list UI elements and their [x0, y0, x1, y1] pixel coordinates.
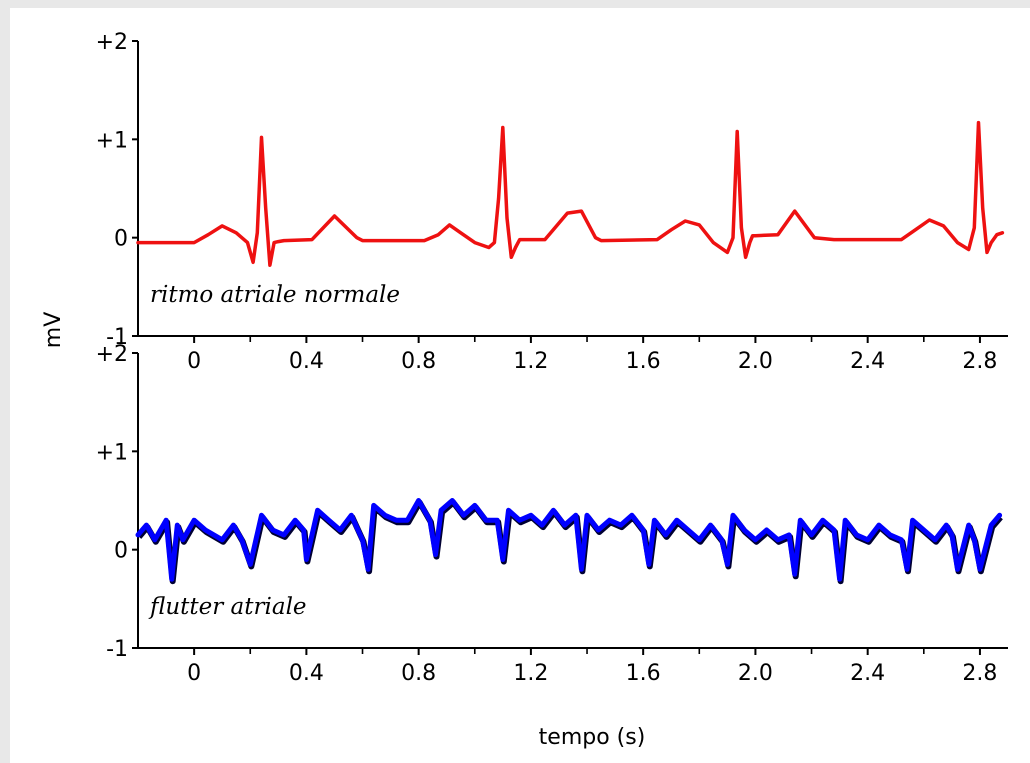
- panel-2-y-tick-label: +1: [96, 440, 128, 465]
- panel-1-annotation: ritmo atriale normale: [150, 282, 400, 308]
- panel-2-x-tick-label: 2.0: [738, 661, 773, 686]
- panel-1-x-tick-label: 0.8: [401, 349, 436, 374]
- panel-2-series-shadow: [136, 499, 1003, 585]
- panel-1-y-tick-label: +1: [96, 128, 128, 153]
- panel-2-x-tick-label: 1.2: [513, 661, 548, 686]
- panel-1-y-tick-label: 0: [114, 227, 128, 252]
- panel-2-x-tick-label: 1.6: [626, 661, 661, 686]
- ecg-chart: -1 0 +1 +2 0 0.4 0.8 1.2 1.6 2.0 2.4 2.8 ritmo atria…: [41, 30, 1008, 750]
- panel-2-x-tick-label: 2.8: [962, 661, 997, 686]
- panel-2-x-tick-label: 2.4: [850, 661, 885, 686]
- panel-2-x-tick-label: 0.4: [289, 661, 324, 686]
- x-axis-title: tempo (s): [539, 725, 646, 750]
- panel-1-x-tick-label: 0: [187, 349, 201, 374]
- panel-2-series-line: [135, 498, 1003, 582]
- panel-1-series-line: [136, 120, 1005, 267]
- y-axis-title: mV: [41, 312, 66, 348]
- panel-1-x-tick-label: 2.0: [738, 349, 773, 374]
- panel-1-x-tick-label: 2.8: [962, 349, 997, 374]
- panel-1-x-tick-label: 1.6: [626, 349, 661, 374]
- panel-1-x-tick-label: 1.2: [513, 349, 548, 374]
- panel-2-x-tick-label: 0: [187, 661, 201, 686]
- panel-1-x-tick-label: 2.4: [850, 349, 885, 374]
- panel-2-x-tick-label: 0.8: [401, 661, 436, 686]
- panel-2-y-tick-label: +2: [96, 342, 128, 367]
- panel-1-y-tick-label: -1: [106, 325, 128, 350]
- panel-2-annotation: flutter atriale: [148, 594, 307, 620]
- chart-canvas: -1 0 +1 +2 0 0.4 0.8 1.2 1.6 2.0 2.4 2.8 ritmo atria…: [10, 8, 1030, 763]
- panel-2-y-tick-label: 0: [114, 539, 128, 564]
- panel-1-y-tick-label: +2: [96, 30, 128, 55]
- panel-1-x-tick-label: 0.4: [289, 349, 324, 374]
- panel-2-y-tick-label: -1: [106, 637, 128, 662]
